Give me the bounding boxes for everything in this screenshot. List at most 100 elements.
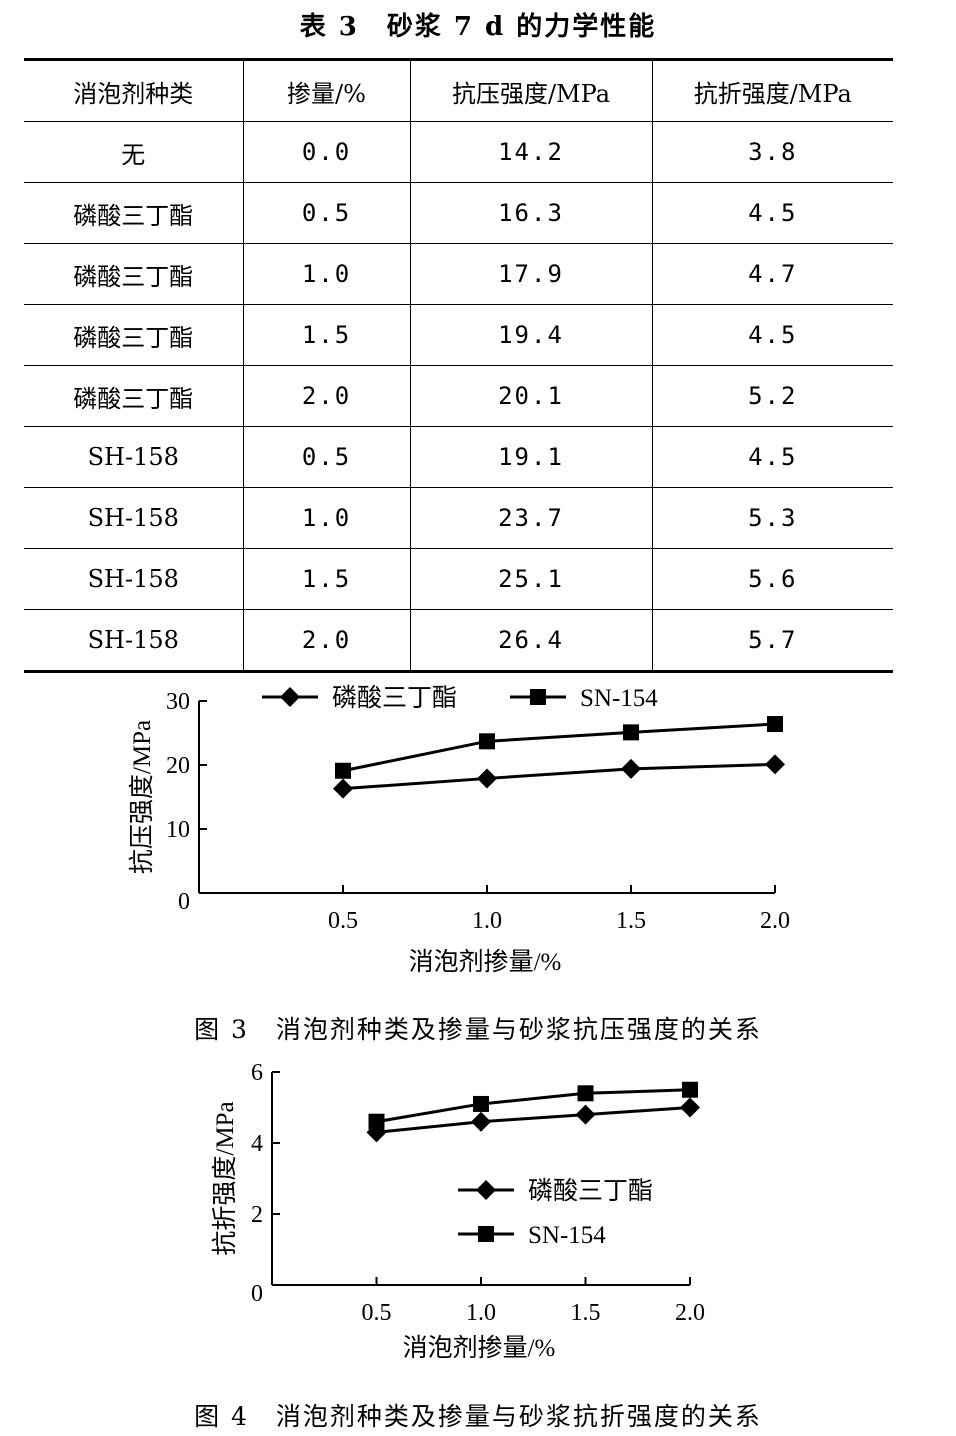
- cell-type: SH-158: [24, 426, 244, 488]
- header-dosage: 掺量/%: [242, 58, 411, 122]
- cell-type: 无: [24, 121, 244, 183]
- cell-flexural: 4.5: [651, 182, 893, 244]
- y-tick-label: 6: [251, 1060, 263, 1086]
- cell-compressive: 14.2: [409, 121, 653, 183]
- y-tick-label: 4: [251, 1131, 263, 1157]
- data-point-series-2: [623, 724, 639, 741]
- x-tick-label: 1.5: [616, 908, 646, 934]
- table-title: 表 3 砂浆 7 d 的力学性能: [299, 12, 657, 42]
- cell-type: 磷酸三丁酯: [24, 304, 244, 366]
- cell-type: SH-158: [24, 487, 244, 549]
- data-point-series-2: [767, 716, 783, 733]
- data-point-series-2: [473, 1095, 489, 1112]
- table-row: 磷酸三丁酯 0.5 16.3 4.5: [24, 182, 893, 244]
- cell-type: 磷酸三丁酯: [24, 243, 244, 305]
- cell-flexural: 5.3: [651, 487, 893, 549]
- table-row: SH-158 1.0 23.7 5.3: [24, 487, 893, 549]
- x-axis-title: 消泡剂掺量/%: [409, 948, 562, 976]
- legend-label-2: SN-154: [580, 685, 658, 712]
- x-tick-label: 0.5: [362, 1300, 392, 1326]
- series-line-1: [342, 762, 776, 791]
- series-line-2: [342, 722, 776, 773]
- cell-compressive: 25.1: [409, 548, 653, 610]
- legend-label-1: 磷酸三丁酯: [528, 1177, 653, 1205]
- figure-3-caption: 图 3 消泡剂种类及掺量与砂浆抗压强度的关系: [194, 1015, 762, 1044]
- legend-label-2: SN-154: [528, 1222, 606, 1249]
- data-point-series-2: [335, 762, 351, 779]
- header-defoamer-type: 消泡剂种类: [24, 58, 244, 122]
- cell-dosage: 1.5: [242, 548, 411, 610]
- table-row: 无 0.0 14.2 3.8: [24, 121, 893, 183]
- y-tick-label: 10: [166, 817, 190, 843]
- flexural-strength-chart: 0 2 4 6 0.5 1.0 1.5 2.0 消泡剂掺量/% 抗折强度/MPa 磷酸三丁酯 SN-1…: [211, 1060, 705, 1362]
- cell-flexural: 3.8: [651, 121, 893, 183]
- data-point-series-1: [575, 1104, 596, 1125]
- data-point-series-2: [368, 1113, 385, 1130]
- table-row: SH-158 0.5 19.1 4.5: [24, 426, 893, 488]
- y-axis-title: 抗压强度/MPa: [128, 720, 156, 874]
- cell-flexural: 5.6: [651, 548, 893, 610]
- data-point-series-1: [333, 778, 353, 799]
- x-tick-label: 1.0: [466, 1300, 496, 1326]
- y-axis-title: 抗折强度/MPa: [211, 1101, 239, 1255]
- cell-dosage: 2.0: [242, 365, 411, 427]
- data-point-series-1: [680, 1097, 700, 1118]
- cell-type: 磷酸三丁酯: [24, 182, 244, 244]
- x-tick-label: 2.0: [760, 908, 790, 934]
- cell-flexural: 4.5: [651, 426, 893, 488]
- legend-marker-1: [476, 1180, 496, 1200]
- data-point-series-1: [621, 758, 641, 779]
- legend-label-1: 磷酸三丁酯: [332, 684, 457, 712]
- y-tick-label: 20: [166, 753, 190, 779]
- table-row: SH-158 1.5 25.1 5.6: [24, 548, 893, 610]
- header-compressive-strength: 抗压强度/MPa: [409, 58, 653, 122]
- mortar-properties-table: 消泡剂种类 掺量/% 抗压强度/MPa 抗折强度/MPa 无 0.0 14.2 …: [24, 58, 893, 673]
- series-line-1: [376, 1106, 691, 1134]
- data-point-series-1: [471, 1111, 491, 1132]
- cell-flexural: 5.2: [651, 365, 893, 427]
- x-tick-label: 1.0: [472, 908, 502, 934]
- x-axis-title: 消泡剂掺量/%: [403, 1334, 556, 1362]
- figure-4-caption: 图 4 消泡剂种类及掺量与砂浆抗折强度的关系: [194, 1402, 762, 1431]
- cell-compressive: 23.7: [409, 487, 653, 549]
- cell-dosage: 1.0: [242, 487, 411, 549]
- table-row: 磷酸三丁酯 1.5 19.4 4.5: [24, 304, 893, 366]
- data-point-series-2: [682, 1081, 698, 1098]
- cell-compressive: 26.4: [409, 609, 653, 673]
- cell-compressive: 19.1: [409, 426, 653, 488]
- cell-compressive: 17.9: [409, 243, 653, 305]
- series-line-2: [376, 1088, 691, 1124]
- data-point-series-1: [366, 1122, 387, 1143]
- compressive-strength-chart: 0 10 20 30 0.5 1.0 1.5 2.0 消泡剂掺量/% 抗压强度/MPa 磷酸三丁酯 S…: [128, 684, 790, 976]
- cell-type: SH-158: [24, 548, 244, 610]
- cell-dosage: 1.0: [242, 243, 411, 305]
- table-row: SH-158 2.0 26.4 5.7: [24, 609, 893, 673]
- cell-compressive: 20.1: [409, 365, 653, 427]
- legend-marker-1: [280, 687, 300, 707]
- cell-flexural: 4.5: [651, 304, 893, 366]
- table-header-row: 消泡剂种类 掺量/% 抗压强度/MPa 抗折强度/MPa: [24, 58, 893, 122]
- x-tick-label: 2.0: [675, 1300, 705, 1326]
- x-tick-label: 0.5: [328, 908, 358, 934]
- y-tick-label: 0: [251, 1281, 263, 1307]
- cell-compressive: 19.4: [409, 304, 653, 366]
- x-tick-label: 1.5: [571, 1300, 601, 1326]
- y-tick-label: 2: [251, 1202, 263, 1228]
- cell-type: SH-158: [24, 609, 244, 673]
- cell-compressive: 16.3: [409, 182, 653, 244]
- cell-dosage: 0.0: [242, 121, 411, 183]
- cell-dosage: 0.5: [242, 426, 411, 488]
- legend-marker-2: [478, 1226, 494, 1242]
- y-tick-label: 0: [178, 889, 190, 915]
- header-flexural-strength: 抗折强度/MPa: [651, 58, 893, 122]
- legend-marker-2: [530, 689, 546, 705]
- cell-type: 磷酸三丁酯: [24, 365, 244, 427]
- cell-flexural: 4.7: [651, 243, 893, 305]
- data-point-series-2: [577, 1085, 594, 1102]
- cell-dosage: 2.0: [242, 609, 411, 673]
- y-tick-label: 30: [166, 689, 190, 715]
- data-point-series-1: [765, 754, 785, 775]
- table-row: 磷酸三丁酯 2.0 20.1 5.2: [24, 365, 893, 427]
- data-point-series-2: [479, 733, 495, 750]
- table-row: 磷酸三丁酯 1.0 17.9 4.7: [24, 243, 893, 305]
